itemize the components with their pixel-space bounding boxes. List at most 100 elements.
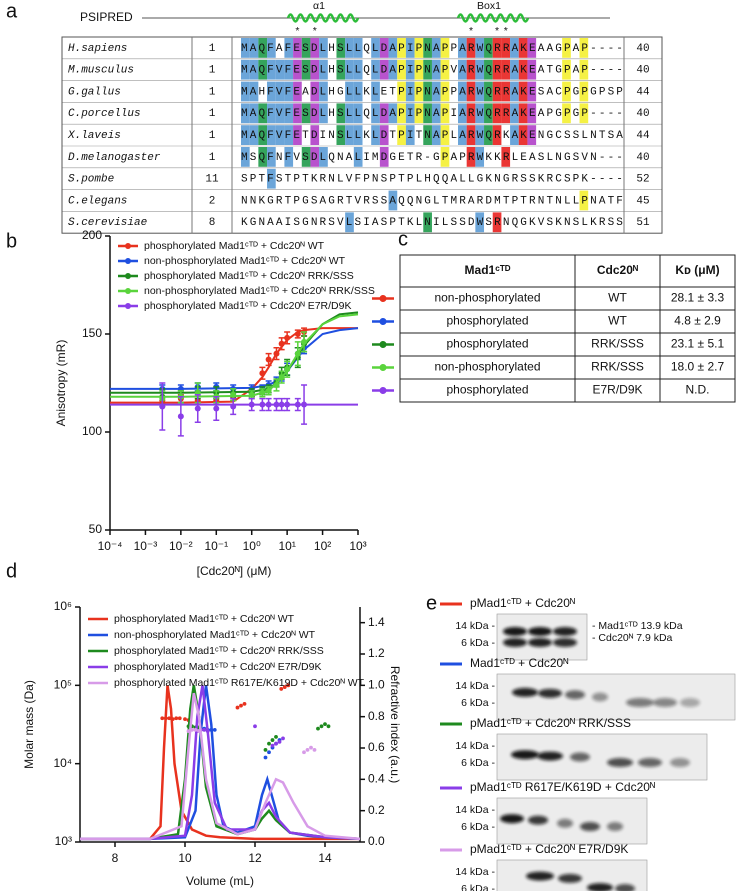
residue-highlight (284, 147, 294, 167)
legend-label: non-phosphorylated Mad1ᶜᵀᴰ + Cdc20ᴺ RRK/… (144, 285, 375, 297)
x-tick-label: 10⁻² (169, 539, 193, 553)
molar-mass-point (312, 747, 317, 752)
seq-start: 2 (209, 195, 216, 207)
table-cell: 28.1 ± 3.3 (671, 291, 725, 305)
residue-highlight (319, 59, 328, 80)
residue-highlight (579, 103, 589, 124)
gel-band (538, 688, 562, 698)
gel-band (626, 698, 654, 708)
residue-highlight (267, 125, 276, 145)
residue-highlight (458, 103, 467, 124)
table-header: Mad1ᶜᵀᴰ (465, 263, 511, 277)
molar-mass-point (160, 716, 165, 721)
residue-highlight (379, 147, 389, 167)
residue-highlight (345, 38, 354, 58)
residue-highlight (475, 81, 485, 102)
residue-highlight (527, 81, 537, 102)
seq-start: 11 (205, 174, 219, 186)
residue-highlight (405, 125, 415, 145)
seq-end: 44 (636, 86, 650, 98)
residue-highlight (423, 212, 432, 233)
legend-dot (125, 243, 131, 249)
residue-highlight (284, 125, 294, 145)
residue-highlight (423, 38, 432, 58)
residue-highlight (388, 38, 398, 58)
y2-tick-label: 0.6 (368, 740, 385, 754)
residue-highlight (336, 125, 346, 145)
residue-highlight (301, 103, 311, 124)
y-tick-label: 10⁴ (53, 756, 72, 770)
molar-mass-point (281, 736, 285, 741)
residue-highlight (379, 38, 389, 58)
residue-highlight (249, 59, 259, 80)
residue-highlight (388, 190, 398, 211)
residue-highlight (249, 81, 259, 102)
residue-highlight (484, 38, 493, 58)
gel-band (570, 752, 590, 762)
x-tick-label: 10⁻⁴ (98, 539, 123, 553)
residue-highlight (310, 147, 320, 167)
alignment-border (61, 36, 663, 234)
y-tick-label: 10⁶ (54, 599, 72, 613)
legend-label: phosphorylated Mad1ᶜᵀᴰ + Cdc20ᴺ RRK/SSS (144, 270, 354, 282)
point (259, 389, 266, 396)
row-marker (379, 364, 387, 371)
residue-highlight (258, 38, 268, 58)
size-marker: 6 kDa - (461, 883, 495, 891)
seq-start: 8 (209, 217, 216, 229)
seq-start: 1 (209, 65, 216, 77)
band-annotation: - Mad1ᶜᵀᴰ 13.9 kDa (592, 620, 683, 632)
residue-highlight (405, 81, 415, 102)
residue-highlight (492, 212, 502, 233)
point (301, 401, 308, 408)
residue-highlight (258, 147, 268, 167)
molar-mass-point (174, 716, 179, 721)
molar-mass-point (326, 724, 331, 729)
gel-title: pMad1ᶜᵀᴰ R617E/K619D + Cdc20ᴺ (470, 780, 655, 794)
y2-tick-label: 0.8 (368, 709, 385, 723)
ri-trace (80, 685, 360, 841)
seq-start: 1 (209, 86, 216, 98)
point (284, 401, 291, 408)
residue-highlight (310, 59, 320, 80)
residue-highlight (267, 81, 276, 102)
size-marker: 6 kDa - (461, 697, 495, 709)
molar-mass-point (202, 727, 207, 732)
residue-highlight (336, 38, 346, 58)
residue-highlight (518, 81, 528, 102)
y2-tick-label: 1.2 (368, 646, 385, 660)
table-cell: phosphorylated (446, 337, 528, 351)
table-cell: 23.1 ± 5.1 (671, 337, 725, 351)
residue-highlight (241, 81, 250, 102)
residue-highlight (293, 59, 302, 80)
species: H.sapiens (68, 43, 127, 55)
table-cell: WT (608, 291, 627, 305)
point (294, 401, 301, 408)
molar-mass-point (319, 724, 324, 729)
table-cell: N.D. (686, 383, 710, 397)
point (230, 403, 237, 410)
table-cell: phosphorylated (446, 383, 528, 397)
y-tick-label: 150 (82, 326, 102, 340)
residue-highlight (492, 81, 502, 102)
sequence: MAHFVFEADLHGLLKLETPIPNAPPARWQRRAKESACPGP… (241, 86, 623, 98)
gel-band (503, 626, 527, 636)
y2-tick-label: 1.4 (368, 615, 385, 629)
residue-highlight (249, 125, 259, 145)
residue-highlight (458, 81, 467, 102)
molar-mass-point (270, 743, 275, 748)
residue-highlight (275, 103, 285, 124)
legend-dot (125, 288, 131, 294)
size-marker: 6 kDa - (461, 757, 495, 769)
table-cell: WT (608, 314, 627, 328)
gel-band (592, 692, 608, 702)
residue-highlight (423, 103, 432, 124)
y-axis-label: Molar mass (Da) (22, 680, 36, 769)
y-tick-label: 50 (89, 522, 103, 536)
residue-highlight (379, 125, 389, 145)
molar-mass-point (253, 724, 257, 729)
panel-label: e (426, 592, 437, 614)
residue-highlight (371, 38, 380, 58)
species: D.melanogaster (68, 152, 161, 164)
residue-highlight (475, 147, 485, 167)
